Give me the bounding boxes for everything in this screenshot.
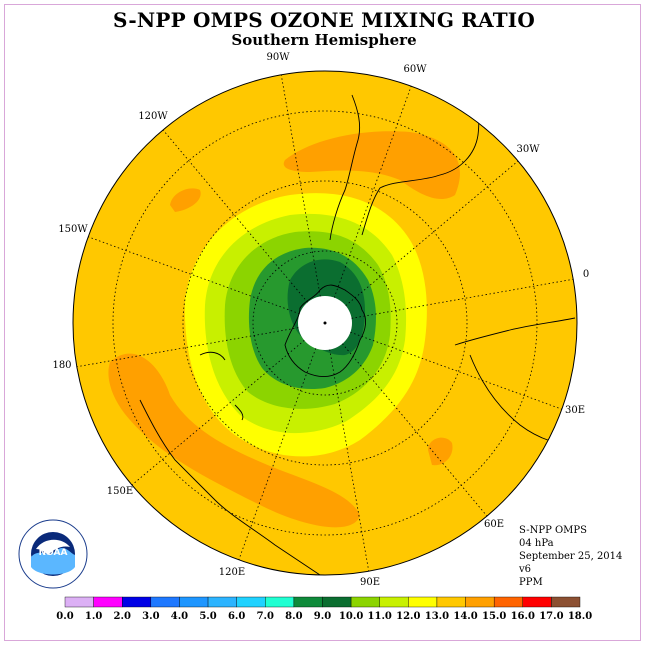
color-scale-box — [179, 596, 209, 608]
color-scale-box — [293, 596, 323, 608]
info-panel: S-NPP OMPS 04 hPa September 25, 2014 v6 … — [519, 524, 622, 589]
color-scale-box — [436, 596, 466, 608]
latitude-circle-70s — [252, 250, 398, 396]
longitude-label-lon90w: 90W — [266, 52, 290, 63]
map-boundary — [72, 70, 578, 576]
version-label: v6 — [519, 564, 532, 575]
longitude-label-lon60w: 60W — [403, 64, 427, 75]
color-scale-box — [551, 596, 581, 608]
color-scale-box — [379, 596, 409, 608]
meridian-line — [162, 129, 308, 303]
noaa-logo: NOAA — [18, 519, 88, 589]
longitude-label-lon60e: 60E — [484, 519, 504, 530]
color-scale-tick-label: 5.0 — [199, 611, 216, 622]
latitude-circle-30s — [112, 110, 538, 536]
meridian-line — [280, 74, 321, 297]
meridian-line — [333, 86, 412, 298]
color-scale-tick-label: 18.0 — [568, 611, 592, 622]
color-scale-tick-label: 7.0 — [257, 611, 274, 622]
pressure-level-label: 04 hPa — [519, 538, 554, 549]
longitude-labels: 0 30E 60E 90E 120E 150E 180 150W 120W 90W 60W 30W — [52, 52, 589, 588]
color-scale-tick-label: 16.0 — [511, 611, 535, 622]
new-zealand-coast — [199, 351, 244, 421]
meridian-line — [350, 331, 562, 410]
color-scale-tick-label: 3.0 — [142, 611, 159, 622]
australia-coast — [139, 399, 321, 575]
color-scale-box — [265, 596, 295, 608]
color-scale-box — [93, 596, 123, 608]
color-scale-box — [465, 596, 495, 608]
color-scale-tick-label: 8.0 — [285, 611, 302, 622]
meridian-line — [131, 340, 305, 486]
orange-band-southwest — [108, 353, 360, 528]
meridian-line — [76, 327, 299, 368]
color-scale-tick-label: 10.0 — [339, 611, 363, 622]
graticule — [76, 74, 574, 572]
longitude-label-lon30e: 30E — [565, 405, 585, 416]
color-scale-tick-label: 4.0 — [171, 611, 188, 622]
meridian-line — [342, 343, 488, 517]
longitude-label-lon120w: 120W — [138, 111, 168, 122]
color-scale-tick-label: 2.0 — [114, 611, 131, 622]
noaa-logo-text: NOAA — [39, 548, 68, 558]
color-scale-tick-label: 6.0 — [228, 611, 245, 622]
image-frame — [4, 4, 641, 641]
latitude-circle-50s — [182, 180, 468, 466]
color-scale-tick-label: 14.0 — [453, 611, 477, 622]
meridian-line — [238, 348, 317, 560]
color-scale-tick-label: 17.0 — [539, 611, 563, 622]
color-scale-box — [236, 596, 266, 608]
orange-blob-west — [170, 188, 201, 212]
color-scale-box — [322, 596, 352, 608]
longitude-label-lon30w: 30W — [516, 144, 540, 155]
map-subtitle: Southern Hemisphere — [231, 31, 417, 49]
color-scale-box — [522, 596, 552, 608]
antarctica-coast — [284, 284, 367, 377]
color-scale-box — [493, 596, 523, 608]
orange-band-north — [283, 131, 460, 200]
meridian-line — [88, 236, 300, 315]
color-scale-box — [122, 596, 152, 608]
color-scale-box — [150, 596, 180, 608]
longitude-label-lon0: 0 — [583, 269, 589, 280]
longitude-label-lon150w: 150W — [58, 224, 88, 235]
orange-blob-east — [428, 437, 453, 466]
color-scale-tick-label: 15.0 — [482, 611, 506, 622]
color-scale-box — [207, 596, 237, 608]
meridian-line — [345, 160, 519, 306]
color-scale-tick-label: 13.0 — [425, 611, 449, 622]
date-label: September 25, 2014 — [519, 551, 623, 562]
map-title: S-NPP OMPS OZONE MIXING RATIO — [113, 8, 535, 32]
meridian-line — [351, 278, 574, 319]
color-scale-tick-label: 0.0 — [56, 611, 73, 622]
color-scale-box — [350, 596, 380, 608]
longitude-label-lon180: 180 — [52, 360, 71, 371]
coastlines — [139, 84, 576, 575]
color-scale-box — [64, 596, 94, 608]
color-scale-box — [408, 596, 438, 608]
meridians — [76, 74, 574, 572]
longitude-label-lon90e: 90E — [360, 577, 380, 588]
color-scale-tick-label: 9.0 — [314, 611, 331, 622]
color-scale-tick-label: 12.0 — [396, 611, 420, 622]
south-pole-dot — [323, 321, 327, 325]
longitude-label-lon120e: 120E — [219, 567, 245, 578]
longitude-label-lon150e: 150E — [107, 486, 133, 497]
units-label: PPM — [519, 577, 543, 588]
color-scale-tick-label: 11.0 — [368, 611, 392, 622]
meridian-line — [329, 349, 370, 572]
instrument-label: S-NPP OMPS — [519, 525, 587, 536]
color-scale-tick-label: 1.0 — [85, 611, 102, 622]
